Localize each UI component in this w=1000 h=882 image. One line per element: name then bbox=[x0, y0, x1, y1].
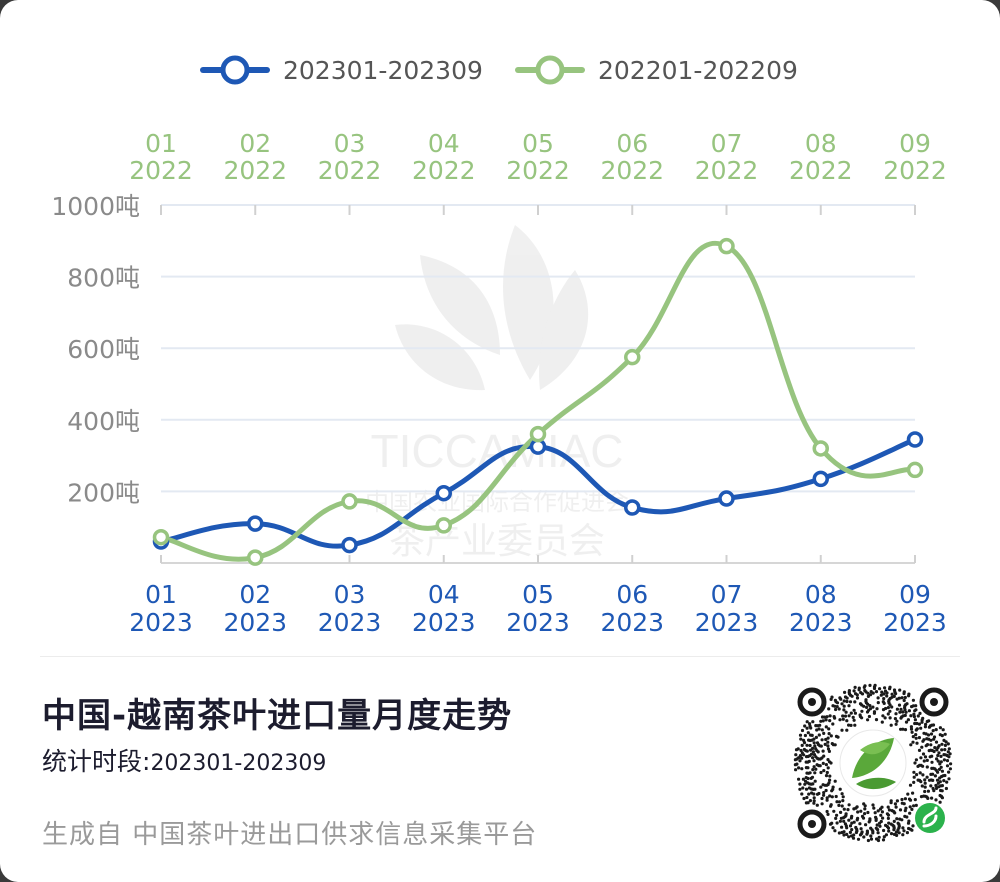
bottom-x-label-month: 07 bbox=[711, 580, 743, 609]
top-x-axis-labels: 0120220220220320220420220520220620220720… bbox=[129, 129, 947, 185]
period-value: 202301-202309 bbox=[150, 751, 327, 776]
data-point bbox=[152, 528, 170, 546]
series-line bbox=[158, 240, 918, 562]
y-tick-label: 800吨 bbox=[67, 264, 140, 293]
data-point bbox=[624, 499, 641, 516]
bottom-x-label-month: 05 bbox=[522, 580, 554, 609]
top-x-label-month: 06 bbox=[616, 129, 648, 158]
top-x-label-year: 2022 bbox=[789, 156, 853, 185]
top-x-label-year: 2022 bbox=[129, 156, 193, 185]
bottom-x-label-year: 2023 bbox=[129, 608, 193, 637]
data-point bbox=[812, 440, 829, 457]
bottom-x-label-month: 06 bbox=[616, 580, 648, 609]
legend-label: 202201-202209 bbox=[598, 56, 798, 85]
bottom-x-label-year: 2023 bbox=[223, 608, 287, 637]
top-x-label-year: 2022 bbox=[883, 156, 947, 185]
y-axis-labels: 200吨 400吨 600吨 800吨 1000吨 bbox=[51, 192, 140, 507]
y-tick-label: 200吨 bbox=[67, 478, 140, 507]
bottom-x-label-year: 2023 bbox=[318, 608, 382, 637]
legend-swatch-marker bbox=[220, 55, 250, 85]
chart-title: 中国-越南茶叶进口量月度走势 bbox=[42, 696, 513, 736]
y-tick-label: 1000吨 bbox=[51, 192, 140, 221]
bottom-x-label-month: 09 bbox=[899, 580, 931, 609]
bottom-x-label-month: 02 bbox=[239, 580, 271, 609]
data-point bbox=[435, 517, 452, 534]
data-point bbox=[247, 515, 264, 532]
bottom-x-label-month: 08 bbox=[805, 580, 837, 609]
source-text: 生成自 中国茶叶进出口供求信息采集平台 bbox=[42, 820, 538, 850]
bottom-x-label-month: 04 bbox=[428, 580, 460, 609]
top-x-label-year: 2022 bbox=[695, 156, 759, 185]
bottom-x-label-month: 01 bbox=[145, 580, 177, 609]
bottom-x-label-year: 2023 bbox=[883, 608, 947, 637]
legend: 202301-202309 202201-202209 bbox=[200, 55, 798, 85]
bottom-x-label-month: 03 bbox=[334, 580, 366, 609]
bottom-x-label-year: 2023 bbox=[695, 608, 759, 637]
top-x-label-year: 2022 bbox=[506, 156, 570, 185]
top-x-label-month: 07 bbox=[711, 129, 743, 158]
data-point bbox=[906, 431, 924, 448]
data-point bbox=[718, 237, 735, 255]
watermark-logo: TICCAMIAC 中国农业国际合作促进会 茶产业委员会 bbox=[365, 225, 629, 562]
top-x-label-month: 04 bbox=[428, 129, 460, 158]
legend-swatch-marker bbox=[535, 55, 565, 85]
statistics-period: 统计时段:202301-202309 bbox=[42, 742, 326, 778]
watermark-cn-text-1: 中国农业国际合作促进会 bbox=[365, 488, 629, 516]
top-x-label-year: 2022 bbox=[223, 156, 287, 185]
bottom-x-label-year: 2023 bbox=[600, 608, 664, 637]
data-point bbox=[529, 425, 547, 443]
data-point bbox=[247, 549, 264, 566]
top-x-label-month: 01 bbox=[145, 129, 177, 158]
top-x-label-month: 09 bbox=[899, 129, 931, 158]
series-points bbox=[152, 237, 924, 566]
top-x-label-month: 08 bbox=[805, 129, 837, 158]
data-point bbox=[341, 493, 358, 510]
top-x-label-month: 02 bbox=[239, 129, 271, 158]
line-chart: TICCAMIAC 中国农业国际合作促进会 茶产业委员会 200吨 400吨 600… bbox=[51, 55, 947, 637]
period-label: 统计时段: bbox=[42, 747, 151, 776]
top-x-label-month: 03 bbox=[334, 129, 366, 158]
data-point bbox=[812, 470, 829, 488]
top-x-label-year: 2022 bbox=[318, 156, 382, 185]
legend-label: 202301-202309 bbox=[283, 56, 483, 85]
data-point bbox=[718, 490, 735, 507]
top-x-label-year: 2022 bbox=[600, 156, 664, 185]
watermark-en-text: TICCAMIAC bbox=[371, 425, 624, 477]
data-point bbox=[906, 461, 924, 479]
bottom-x-label-year: 2023 bbox=[789, 608, 853, 637]
grid bbox=[161, 204, 915, 564]
bottom-x-axis-labels: 0120230220230320230420230520230620230720… bbox=[129, 580, 947, 637]
y-tick-label: 600吨 bbox=[67, 335, 140, 364]
data-point bbox=[624, 348, 641, 366]
top-x-label-year: 2022 bbox=[412, 156, 476, 185]
bottom-x-label-year: 2023 bbox=[506, 608, 570, 637]
mini-program-qr-code-icon[interactable] bbox=[790, 680, 956, 846]
bottom-x-label-year: 2023 bbox=[412, 608, 476, 637]
divider bbox=[40, 656, 960, 657]
top-x-label-month: 05 bbox=[522, 129, 554, 158]
y-tick-label: 400吨 bbox=[67, 407, 140, 436]
data-point bbox=[435, 484, 452, 502]
data-point bbox=[341, 536, 358, 554]
